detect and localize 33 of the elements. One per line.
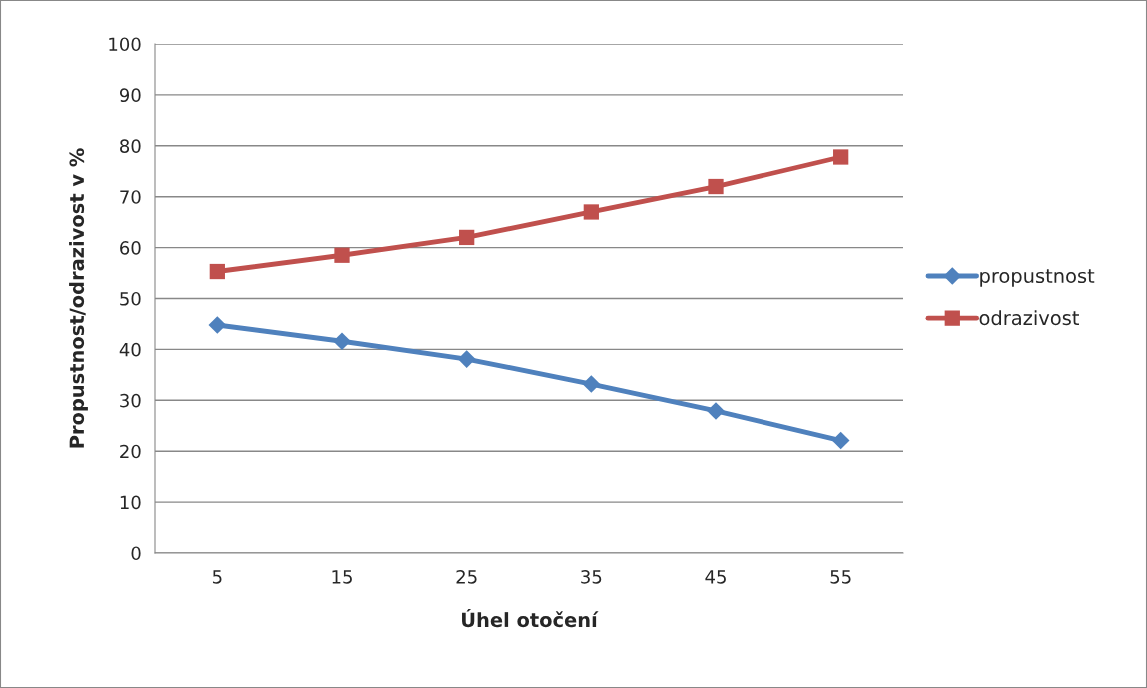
- x-tick-label: 15: [332, 570, 352, 584]
- y-tick-label: 70: [120, 190, 141, 204]
- y-tick-label: 20: [120, 444, 141, 459]
- point: [583, 204, 599, 220]
- y-tick-label: 100: [109, 37, 141, 52]
- point: [208, 316, 227, 334]
- legend-label: odrazivost: [979, 310, 1079, 326]
- point: [833, 149, 849, 165]
- point: [582, 375, 601, 393]
- legend-label: propustnost: [980, 269, 1095, 287]
- point: [333, 332, 351, 351]
- x-tick-label: 45: [705, 570, 726, 584]
- y-tick-label: 10: [120, 495, 141, 510]
- y-tick-label: 0: [131, 546, 141, 561]
- x-tick-label: 25: [456, 569, 477, 584]
- y-tick-label: 50: [120, 291, 141, 306]
- y-tick-label: 60: [120, 241, 141, 255]
- x-tick-label: 35: [581, 569, 602, 584]
- x-tick-label: 55: [830, 570, 851, 584]
- point: [334, 247, 350, 263]
- y-tick-label: 90: [119, 88, 141, 103]
- x-axis-title: Úhel otočení: [462, 608, 599, 628]
- point: [209, 263, 225, 280]
- point: [831, 431, 850, 450]
- y-tick-label: 80: [120, 139, 141, 153]
- y-tick-label: 30: [120, 393, 141, 408]
- point: [708, 178, 724, 195]
- point: [707, 402, 725, 420]
- x-tick-label: 5: [212, 570, 222, 584]
- y-axis-title: Propustnost/odrazivost v %: [69, 148, 88, 448]
- y-tick-label: 40: [119, 342, 141, 357]
- point: [459, 229, 475, 246]
- point: [457, 350, 476, 368]
